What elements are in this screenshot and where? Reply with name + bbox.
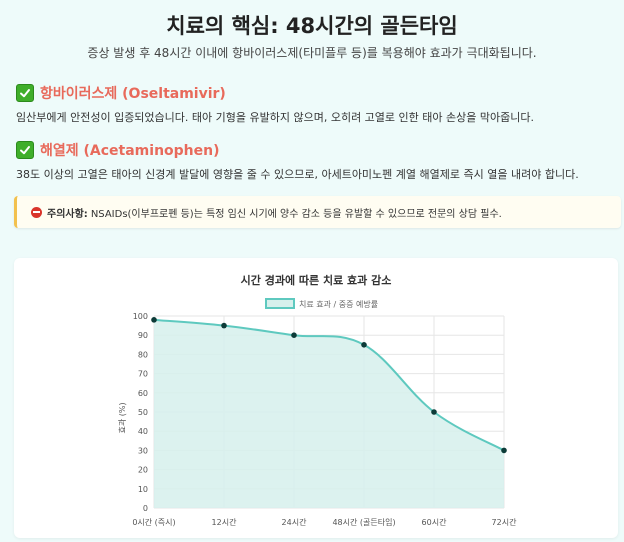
y-tick-label: 40	[138, 427, 148, 436]
x-tick-label: 12시간	[212, 517, 238, 527]
y-tick-label: 30	[138, 446, 148, 455]
section-antiviral-title: 항바이러스제 (Oseltamivir)	[40, 86, 226, 102]
page-title: 치료의 핵심: 48시간의 골든타임	[166, 14, 458, 38]
data-point[interactable]	[291, 332, 297, 338]
y-tick-label: 70	[138, 370, 148, 379]
x-tick-label: 60시간	[422, 517, 448, 527]
page-subtitle: 증상 발생 후 48시간 이내에 항바이러스제(타미플루 등)를 복용해야 효과…	[87, 46, 537, 60]
chart-card: 시간 경과에 따른 치료 효과 감소 치료 효과 / 중증 예방률 효과 (%)…	[14, 258, 618, 538]
x-tick-label: 0시간 (즉시)	[132, 517, 175, 527]
section-antipyretic-heading: 해열제 (Acetaminophen)	[16, 140, 220, 160]
effect-chart: 시간 경과에 따른 치료 효과 감소 치료 효과 / 중증 예방률 효과 (%)…	[118, 273, 518, 527]
check-icon	[16, 84, 34, 102]
data-point[interactable]	[151, 317, 157, 323]
y-axis-label: 효과 (%)	[118, 402, 127, 433]
y-tick-label: 100	[133, 312, 148, 321]
check-icon	[16, 141, 34, 159]
x-tick-label: 48시간 (골든타임)	[332, 517, 395, 527]
legend-label: 치료 효과 / 중증 예방률	[299, 299, 378, 309]
section-antiviral-body: 임산부에게 안전성이 입증되었습니다. 태아 기형을 유발하지 않으며, 오히려…	[16, 111, 534, 124]
warning-box: 주의사항: NSAIDs(이부프로펜 등)는 특정 임신 시기에 양수 감소 등…	[14, 196, 621, 228]
x-tick-label: 24시간	[282, 517, 308, 527]
series-area	[154, 319, 504, 508]
section-antipyretic-title: 해열제 (Acetaminophen)	[40, 143, 220, 159]
y-tick-label: 20	[138, 466, 148, 475]
data-point[interactable]	[221, 322, 227, 329]
y-tick-label: 10	[138, 485, 148, 494]
warning-text: NSAIDs(이부프로펜 등)는 특정 임신 시기에 양수 감소 등을 유발할 …	[90, 208, 502, 220]
series-line	[153, 318, 505, 452]
no-entry-icon	[31, 206, 42, 218]
y-tick-label: 60	[138, 389, 148, 398]
section-antiviral-heading: 항바이러스제 (Oseltamivir)	[16, 83, 226, 103]
y-tick-label: 90	[138, 331, 148, 340]
chart-title: 시간 경과에 따른 치료 효과 감소	[241, 273, 392, 287]
data-point[interactable]	[501, 447, 507, 454]
legend-swatch	[265, 298, 295, 309]
y-tick-label: 0	[143, 504, 148, 513]
warning-label: 주의사항:	[47, 208, 88, 220]
y-tick-label: 80	[138, 350, 148, 359]
x-tick-label: 72시간	[492, 517, 518, 527]
chart-legend[interactable]: 치료 효과 / 중증 예방률	[265, 298, 378, 309]
data-point[interactable]	[431, 409, 437, 415]
data-point[interactable]	[361, 342, 367, 348]
section-antipyretic-body: 38도 이상의 고열은 태아의 신경계 발달에 영향을 줄 수 있으므로, 아세…	[16, 168, 579, 181]
y-tick-label: 50	[138, 408, 148, 417]
